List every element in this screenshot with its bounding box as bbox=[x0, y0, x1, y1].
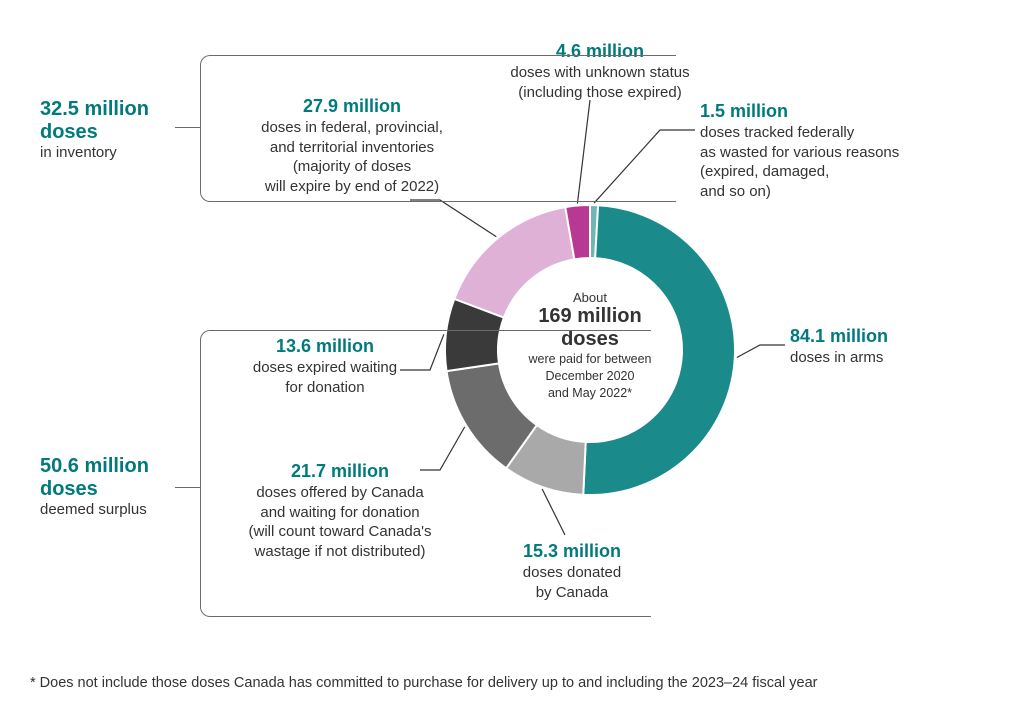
label-in-arms-value: 84.1 million bbox=[790, 326, 888, 346]
center-about: About bbox=[510, 290, 670, 305]
group-surplus-unit: doses bbox=[40, 478, 190, 501]
group-surplus-desc: deemed surplus bbox=[40, 501, 190, 518]
group-surplus-value: 50.6 million bbox=[40, 455, 190, 478]
center-big1: 169 million bbox=[510, 305, 670, 328]
group-inventory-value: 32.5 million bbox=[40, 98, 190, 121]
group-inventory-desc: in inventory bbox=[40, 144, 190, 161]
bracket-inventory bbox=[200, 55, 676, 202]
leader-inventory bbox=[410, 200, 496, 237]
label-wasted: 1.5 million doses tracked federallyas wa… bbox=[700, 100, 960, 201]
group-surplus: 50.6 million doses deemed surplus bbox=[40, 455, 190, 518]
leader-in_arms bbox=[737, 345, 785, 358]
footnote: * Does not include those doses Canada ha… bbox=[30, 675, 818, 691]
bracket-inventory-stub bbox=[175, 127, 200, 128]
label-wasted-value: 1.5 million bbox=[700, 101, 788, 121]
group-inventory-unit: doses bbox=[40, 121, 190, 144]
label-wasted-desc: doses tracked federallyas wasted for var… bbox=[700, 124, 899, 200]
chart-container: About 169 million doses were paid for be… bbox=[0, 0, 1024, 709]
label-in-arms: 84.1 million doses in arms bbox=[790, 325, 990, 368]
bracket-surplus bbox=[200, 330, 651, 617]
group-inventory: 32.5 million doses in inventory bbox=[40, 98, 190, 161]
label-in-arms-desc: doses in arms bbox=[790, 349, 883, 366]
bracket-surplus-stub bbox=[175, 487, 200, 488]
